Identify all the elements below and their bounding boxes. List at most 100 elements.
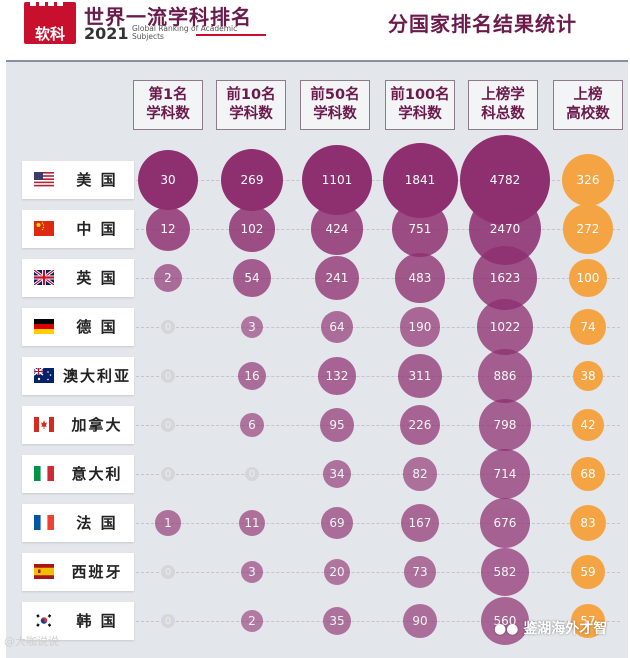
- header: 软科 世界一流学科排名 2021 Global Ranking of Acade…: [0, 0, 630, 58]
- country-label-de: 德 国: [22, 308, 134, 346]
- column-header: 上榜学 科总数: [468, 80, 538, 130]
- data-bubble: 20: [323, 558, 351, 586]
- column-header: 第1名 学科数: [133, 80, 203, 130]
- country-name: 澳大利亚: [62, 367, 131, 385]
- country-name: 意大利: [71, 465, 123, 483]
- data-bubble: 102: [229, 206, 275, 252]
- country-label-uk: 英 国: [22, 259, 134, 297]
- country-label-kr: 韩 国: [22, 602, 134, 640]
- data-bubble: 90: [403, 604, 437, 638]
- country-label-cn: 中 国: [22, 210, 134, 248]
- data-bubble: 2: [241, 610, 263, 632]
- data-bubble: 0: [245, 467, 259, 481]
- row-guide-line: [136, 376, 620, 377]
- data-bubble: 16: [237, 361, 267, 391]
- data-bubble: 83: [569, 504, 607, 542]
- country-label-fr: 法 国: [22, 504, 134, 542]
- data-bubble: 751: [392, 201, 448, 257]
- data-bubble: 560: [481, 597, 529, 645]
- country-name: 中 国: [76, 220, 118, 238]
- data-bubble: 226: [399, 404, 441, 446]
- column-header: 上榜 高校数: [553, 80, 623, 130]
- ranking-subtitle: Global Ranking of Academic Subjects: [132, 24, 238, 41]
- data-bubble: 74: [570, 309, 606, 345]
- data-bubble: 714: [479, 448, 531, 500]
- row-guide-line: [136, 425, 620, 426]
- country-label-ca: 加拿大: [22, 406, 134, 444]
- watermark-right: ●● 鉴湖海外才智: [494, 618, 607, 638]
- country-name: 加拿大: [71, 416, 123, 434]
- country-name: 西班牙: [71, 563, 123, 581]
- flag-kr-icon: [34, 613, 54, 628]
- data-bubble: 68: [570, 456, 606, 492]
- watermark-left: @大咖说说: [4, 635, 59, 648]
- data-bubble: 886: [478, 349, 532, 403]
- data-bubble: 311: [398, 354, 442, 398]
- data-bubble: 73: [403, 555, 437, 589]
- watermark-right-text: 鉴湖海外才智: [523, 621, 608, 637]
- data-bubble: 1022: [477, 299, 533, 355]
- data-bubble: 1623: [473, 246, 537, 310]
- data-bubble: 190: [400, 307, 440, 347]
- data-bubble: 798: [478, 398, 532, 452]
- data-bubble: 59: [571, 555, 605, 589]
- data-bubble: 1: [155, 510, 181, 536]
- shanghairanking-logo: 软科: [24, 2, 76, 44]
- data-bubble: 1101: [302, 145, 372, 215]
- row-guide-line: [136, 572, 620, 573]
- country-label-us: 美 国: [22, 161, 134, 199]
- column-header: 前100名 学科数: [385, 80, 455, 130]
- country-label-au: 澳大利亚: [22, 357, 134, 395]
- data-bubble: 42: [572, 409, 604, 441]
- data-bubble: 69: [320, 506, 354, 540]
- data-bubble: 167: [401, 504, 439, 542]
- data-bubble: 272: [563, 204, 613, 254]
- data-bubble: 0: [161, 320, 175, 334]
- flag-cn-icon: [34, 221, 54, 236]
- flag-es-icon: [34, 564, 54, 579]
- data-bubble: 483: [395, 253, 445, 303]
- data-bubble: 241: [315, 256, 359, 300]
- row-guide-line: [136, 229, 620, 230]
- row-guide-line: [136, 278, 620, 279]
- data-bubble: 582: [480, 547, 530, 597]
- data-bubble: 100: [569, 259, 607, 297]
- data-bubble: 54: [233, 259, 271, 297]
- data-bubble: 38: [572, 360, 604, 392]
- flag-uk-icon: [34, 270, 54, 285]
- flag-it-icon: [34, 466, 54, 481]
- data-bubble: 676: [479, 497, 531, 549]
- column-header: 前10名 学科数: [216, 80, 286, 130]
- data-bubble: 30: [138, 150, 198, 210]
- data-bubble: 34: [322, 459, 352, 489]
- flag-de-icon: [34, 319, 54, 334]
- flag-us-icon: [34, 172, 54, 187]
- data-bubble: 0: [161, 565, 175, 579]
- row-guide-line: [136, 180, 620, 181]
- data-bubble: 0: [161, 369, 175, 383]
- data-bubble: 57: [571, 604, 605, 638]
- data-bubble: 6: [239, 412, 265, 438]
- country-name: 韩 国: [76, 612, 118, 630]
- data-bubble: 269: [221, 149, 283, 211]
- ranking-title: 世界一流学科排名: [84, 5, 252, 29]
- column-header: 前50名 学科数: [300, 80, 370, 130]
- data-bubble: 64: [320, 310, 354, 344]
- data-bubble: 0: [161, 418, 175, 432]
- row-guide-line: [136, 523, 620, 524]
- data-bubble: 82: [403, 457, 437, 491]
- ranking-year: 2021: [84, 24, 129, 43]
- data-bubble: 2: [153, 263, 183, 293]
- row-guide-line: [136, 621, 620, 622]
- country-name: 法 国: [76, 514, 118, 532]
- data-bubble: 3: [240, 560, 264, 584]
- country-name: 美 国: [76, 171, 118, 189]
- flag-ca-icon: [34, 417, 54, 432]
- page-title: 分国家排名结果统计: [388, 12, 577, 36]
- data-bubble: 11: [238, 509, 266, 537]
- wechat-icon: ●●: [494, 621, 519, 637]
- flag-fr-icon: [34, 515, 54, 530]
- data-bubble: 0: [161, 467, 175, 481]
- data-bubble: 12: [145, 206, 191, 252]
- flag-au-icon: [34, 368, 54, 383]
